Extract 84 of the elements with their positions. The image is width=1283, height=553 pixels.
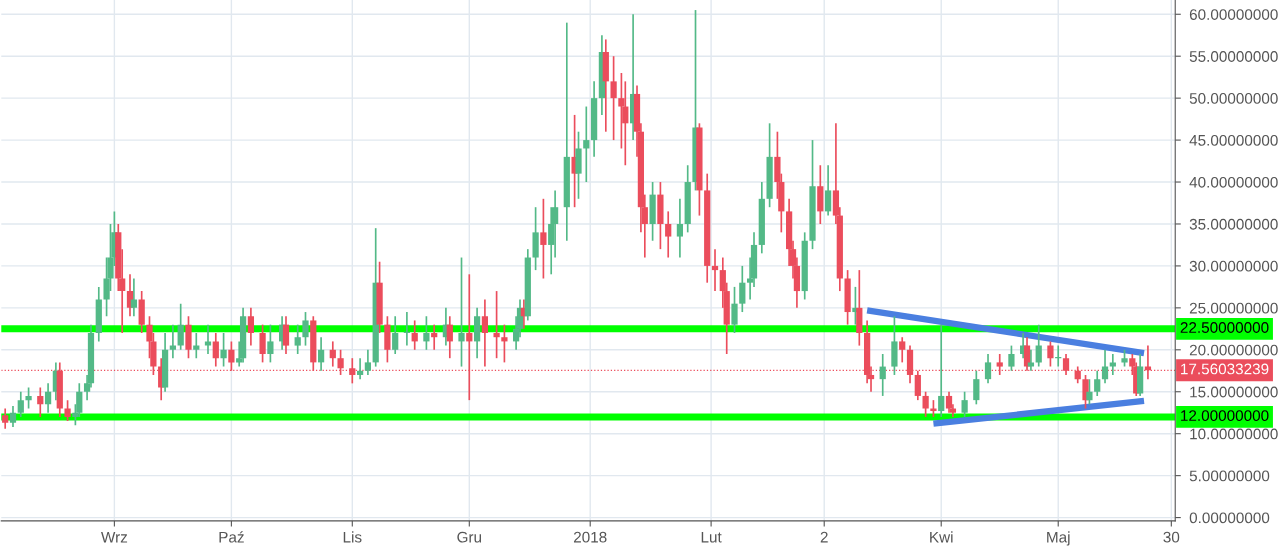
candlestick (17, 390, 24, 418)
candlestick (204, 323, 212, 355)
candlestick (610, 55, 617, 141)
candlestick (25, 386, 32, 410)
candlestick (220, 332, 227, 368)
candlestick (824, 164, 832, 217)
candlestick (302, 311, 309, 347)
candlestick (37, 386, 44, 418)
x-tick-label: 2 (820, 531, 828, 543)
y-tick-label: 30.00000000 (1189, 260, 1278, 272)
candlestick (169, 323, 177, 360)
candlestick (212, 332, 219, 368)
candlestick (259, 323, 266, 364)
candlestick (501, 323, 508, 364)
candlestick (1101, 348, 1109, 385)
x-tick-label: 30 (1163, 531, 1180, 543)
candlestick (423, 315, 430, 351)
x-tick-label: Kwi (930, 531, 953, 543)
candlestick (731, 286, 738, 334)
candlestick (446, 315, 453, 360)
candlestick (938, 323, 945, 418)
candlestick (64, 399, 71, 422)
candlestick (247, 307, 255, 347)
candlestick (1027, 348, 1035, 372)
ref-line-label: 17.56033239 (1181, 363, 1269, 375)
y-tick-label: 25.00000000 (1189, 302, 1278, 314)
ref-line-label: 12.00000000 (1181, 410, 1269, 422)
candlestick (739, 265, 746, 313)
x-tick-label: 2018 (573, 531, 607, 543)
y-tick-label: 15.00000000 (1190, 386, 1278, 398)
candlestick (9, 405, 17, 428)
x-tick-label: Wrz (101, 531, 128, 543)
candlestick (711, 248, 719, 292)
candlestick (411, 319, 418, 351)
candlestick (458, 256, 465, 368)
y-tick-label: 50.00000000 (1189, 93, 1278, 104)
ref-line-label: 22.50000000 (1180, 322, 1269, 333)
y-tick-label: 45.00000000 (1189, 134, 1278, 146)
y-tick-label: 55.00000000 (1189, 51, 1278, 62)
candlestick (177, 302, 184, 351)
candlestick (583, 105, 590, 183)
candlestick (329, 340, 336, 368)
candlestick (1086, 378, 1093, 406)
candlestick (922, 390, 929, 418)
x-tick-label: Lut (701, 531, 722, 543)
candlestick (961, 390, 968, 418)
x-tick-label: Lis (343, 531, 362, 543)
candlestick (294, 323, 301, 355)
y-tick-label: 5.00000000 (1189, 470, 1270, 482)
candlestick (973, 369, 980, 406)
candlestick (130, 277, 138, 318)
candlestick (431, 323, 438, 351)
y-tick-label: 35.00000000 (1189, 218, 1278, 230)
candlestick (1008, 344, 1015, 372)
candlestick (364, 348, 372, 376)
y-tick-label: 60.00000000 (1189, 9, 1278, 20)
x-tick-label: Paź (219, 531, 244, 543)
candlestick (193, 332, 200, 360)
y-tick-label: 10.00000000 (1190, 428, 1278, 440)
candlestick (1094, 369, 1101, 397)
candlestick (493, 290, 500, 360)
candlestick (1035, 323, 1042, 368)
x-tick-label: Gru (457, 531, 482, 543)
candlestick (392, 315, 399, 355)
candlestick (879, 353, 886, 397)
candlestick (267, 323, 274, 364)
candlestick (899, 336, 906, 364)
y-tick-label: 0.00000000 (1189, 512, 1270, 524)
candlestick (945, 390, 953, 414)
x-tick-label: Maj (1047, 531, 1070, 546)
candlestick (540, 197, 547, 280)
y-tick-label: 40.00000000 (1189, 176, 1278, 188)
candlestick (1047, 340, 1054, 368)
candlestick (1109, 353, 1116, 376)
y-tick-label: 20.00000000 (1189, 344, 1278, 356)
candlestick (44, 382, 52, 414)
candlestick (282, 315, 290, 355)
candlestick (665, 210, 672, 259)
candlestick (481, 298, 489, 368)
candlestick (317, 336, 325, 372)
candlestick (356, 357, 364, 380)
candlestick (984, 353, 992, 385)
candlestick (2, 407, 9, 430)
candlestick (676, 197, 684, 259)
